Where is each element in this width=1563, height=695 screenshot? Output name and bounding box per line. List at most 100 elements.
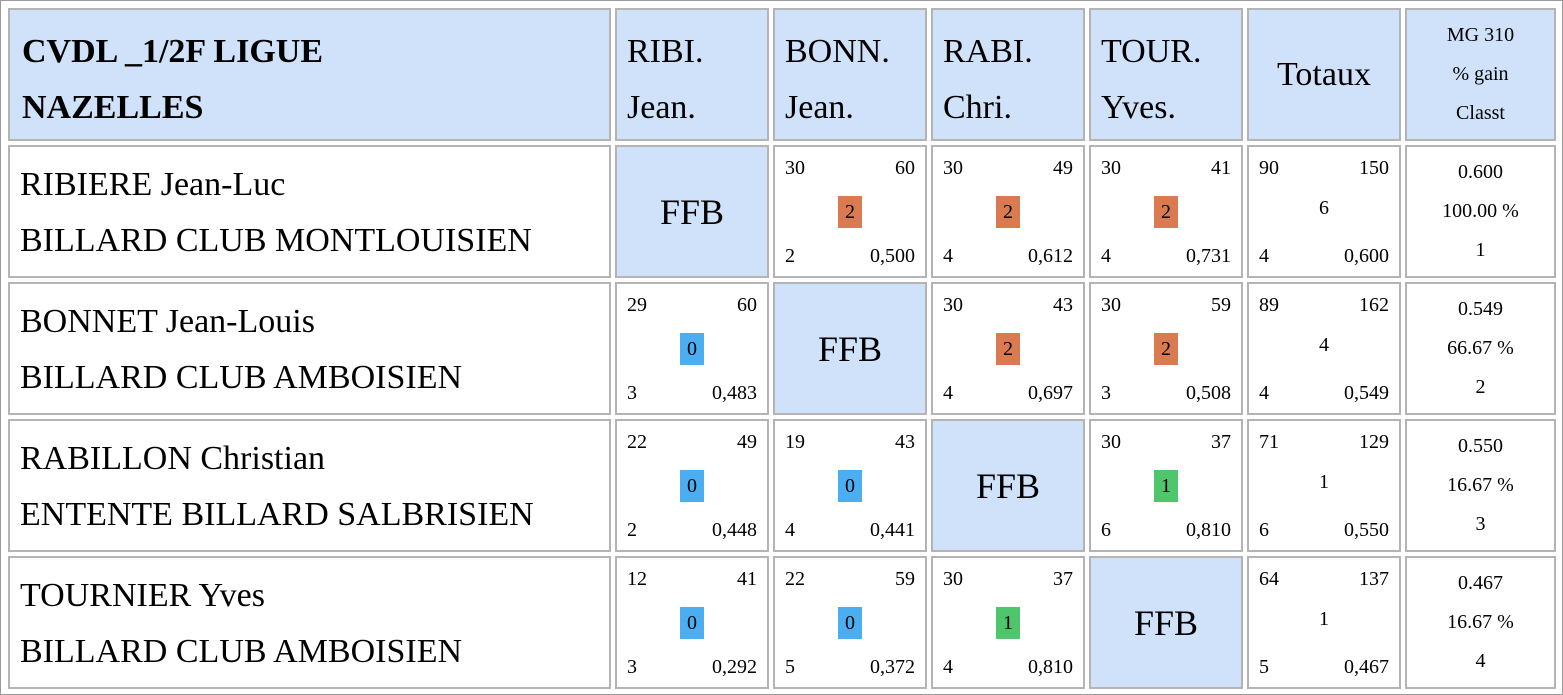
match-average: 0,441 bbox=[870, 519, 915, 541]
match-result: 2 bbox=[838, 196, 862, 228]
match-result: 0 bbox=[838, 470, 862, 502]
player-cell: BONNET Jean-Louis BILLARD CLUB AMBOISIEN bbox=[8, 282, 611, 415]
ffb-cell: FFB bbox=[931, 419, 1085, 552]
match-serie: 2 bbox=[785, 245, 795, 267]
total-reprises: 137 bbox=[1359, 568, 1389, 590]
match-distance: 41 bbox=[1211, 157, 1231, 179]
total-average: 0,550 bbox=[1344, 519, 1389, 541]
match-result: 2 bbox=[996, 196, 1020, 228]
column-header-first: Jean. bbox=[627, 89, 696, 126]
column-header-2: BONN. Jean. bbox=[773, 8, 927, 141]
match-distance: 59 bbox=[1211, 294, 1231, 316]
total-points: 89 bbox=[1259, 294, 1279, 316]
mg-header: MG 310 % gain Classt bbox=[1405, 8, 1556, 141]
match-average: 0,508 bbox=[1186, 382, 1231, 404]
general-average: 0.550 bbox=[1458, 435, 1503, 457]
match-result: 2 bbox=[1154, 196, 1178, 228]
match-average: 0,448 bbox=[712, 519, 757, 541]
column-header-4: TOUR. Yves. bbox=[1089, 8, 1243, 141]
mg-header-line2: % gain bbox=[1452, 63, 1509, 85]
match-serie: 4 bbox=[943, 382, 953, 404]
stats-cell: 0.550 16.67 % 3 bbox=[1405, 419, 1556, 552]
total-average: 0,467 bbox=[1344, 656, 1389, 678]
table-body: RIBIERE Jean-Luc BILLARD CLUB MONTLOUISIE… bbox=[8, 145, 1556, 689]
match-result-badge: 1 bbox=[996, 607, 1020, 639]
match-distance: 43 bbox=[1053, 294, 1073, 316]
match-points: 29 bbox=[627, 294, 647, 316]
player-name: TOURNIER Yves bbox=[20, 577, 265, 614]
match-result-badge: 0 bbox=[838, 607, 862, 639]
totals-header: Totaux bbox=[1247, 8, 1401, 141]
player-club: BILLARD CLUB MONTLOUISIEN bbox=[20, 222, 532, 259]
match-result: 0 bbox=[838, 607, 862, 639]
match-serie: 4 bbox=[1101, 245, 1111, 267]
total-serie: 4 bbox=[1259, 382, 1269, 404]
stats-cell: 0.549 66.67 % 2 bbox=[1405, 282, 1556, 415]
match-cell: 22 49 0 2 0,448 bbox=[615, 419, 769, 552]
column-header-1: RIBI. Jean. bbox=[615, 8, 769, 141]
general-average: 0.600 bbox=[1458, 161, 1503, 183]
match-result-badge: 1 bbox=[1154, 470, 1178, 502]
mg-header-line1: MG 310 bbox=[1446, 24, 1515, 46]
match-distance: 59 bbox=[895, 568, 915, 590]
match-cell: 30 49 2 4 0,612 bbox=[931, 145, 1085, 278]
match-points: 19 bbox=[785, 431, 805, 453]
match-average: 0,810 bbox=[1028, 656, 1073, 678]
match-average: 0,612 bbox=[1028, 245, 1073, 267]
match-result-badge: 2 bbox=[838, 196, 862, 228]
match-distance: 49 bbox=[1053, 157, 1073, 179]
totals-cell: 89 162 4 4 0,549 bbox=[1247, 282, 1401, 415]
ranking: 2 bbox=[1475, 376, 1486, 398]
match-serie: 6 bbox=[1101, 519, 1111, 541]
total-average: 0,600 bbox=[1344, 245, 1389, 267]
match-distance: 43 bbox=[895, 431, 915, 453]
match-distance: 60 bbox=[895, 157, 915, 179]
player-cell: TOURNIER Yves BILLARD CLUB AMBOISIEN bbox=[8, 556, 611, 689]
match-result: 1 bbox=[1154, 470, 1178, 502]
match-points: 22 bbox=[627, 431, 647, 453]
match-cell: 30 37 1 4 0,810 bbox=[931, 556, 1085, 689]
total-serie: 5 bbox=[1259, 656, 1269, 678]
player-club: BILLARD CLUB AMBOISIEN bbox=[20, 633, 463, 670]
total-reprises: 162 bbox=[1359, 294, 1389, 316]
total-reprises: 150 bbox=[1359, 157, 1389, 179]
ranking: 4 bbox=[1475, 650, 1486, 672]
total-average: 0,549 bbox=[1344, 382, 1389, 404]
total-match-points: 6 bbox=[1319, 197, 1329, 219]
match-distance: 37 bbox=[1211, 431, 1231, 453]
ranking: 3 bbox=[1475, 513, 1486, 535]
match-points: 30 bbox=[1101, 157, 1121, 179]
match-result: 0 bbox=[680, 333, 704, 365]
match-points: 30 bbox=[943, 568, 963, 590]
total-match-points: 4 bbox=[1319, 334, 1329, 356]
totals-cell: 90 150 6 4 0,600 bbox=[1247, 145, 1401, 278]
match-points: 30 bbox=[1101, 294, 1121, 316]
match-cell: 19 43 0 4 0,441 bbox=[773, 419, 927, 552]
match-cell: 30 59 2 3 0,508 bbox=[1089, 282, 1243, 415]
title-line2: NAZELLES bbox=[22, 89, 204, 126]
column-header-abbr: TOUR. bbox=[1101, 33, 1202, 70]
ffb-cell: FFB bbox=[1089, 556, 1243, 689]
match-serie: 5 bbox=[785, 656, 795, 678]
match-cell: 29 60 0 3 0,483 bbox=[615, 282, 769, 415]
match-serie: 3 bbox=[627, 382, 637, 404]
totals-cell: 64 137 1 5 0,467 bbox=[1247, 556, 1401, 689]
match-result-badge: 2 bbox=[996, 333, 1020, 365]
total-match-points: 1 bbox=[1319, 471, 1329, 493]
total-serie: 4 bbox=[1259, 245, 1269, 267]
player-cell: RIBIERE Jean-Luc BILLARD CLUB MONTLOUISIE… bbox=[8, 145, 611, 278]
player-cell: RABILLON Christian ENTENTE BILLARD SALBRI… bbox=[8, 419, 611, 552]
column-header-3: RABI. Chri. bbox=[931, 8, 1085, 141]
total-serie: 6 bbox=[1259, 519, 1269, 541]
match-average: 0,372 bbox=[870, 656, 915, 678]
mg-header-line3: Classt bbox=[1456, 102, 1505, 124]
match-points: 30 bbox=[1101, 431, 1121, 453]
match-points: 30 bbox=[943, 157, 963, 179]
ffb-cell: FFB bbox=[773, 282, 927, 415]
match-distance: 49 bbox=[737, 431, 757, 453]
match-cell: 12 41 0 3 0,292 bbox=[615, 556, 769, 689]
total-reprises: 129 bbox=[1359, 431, 1389, 453]
table-row: RIBIERE Jean-Luc BILLARD CLUB MONTLOUISIE… bbox=[8, 145, 1556, 278]
match-average: 0,292 bbox=[712, 656, 757, 678]
